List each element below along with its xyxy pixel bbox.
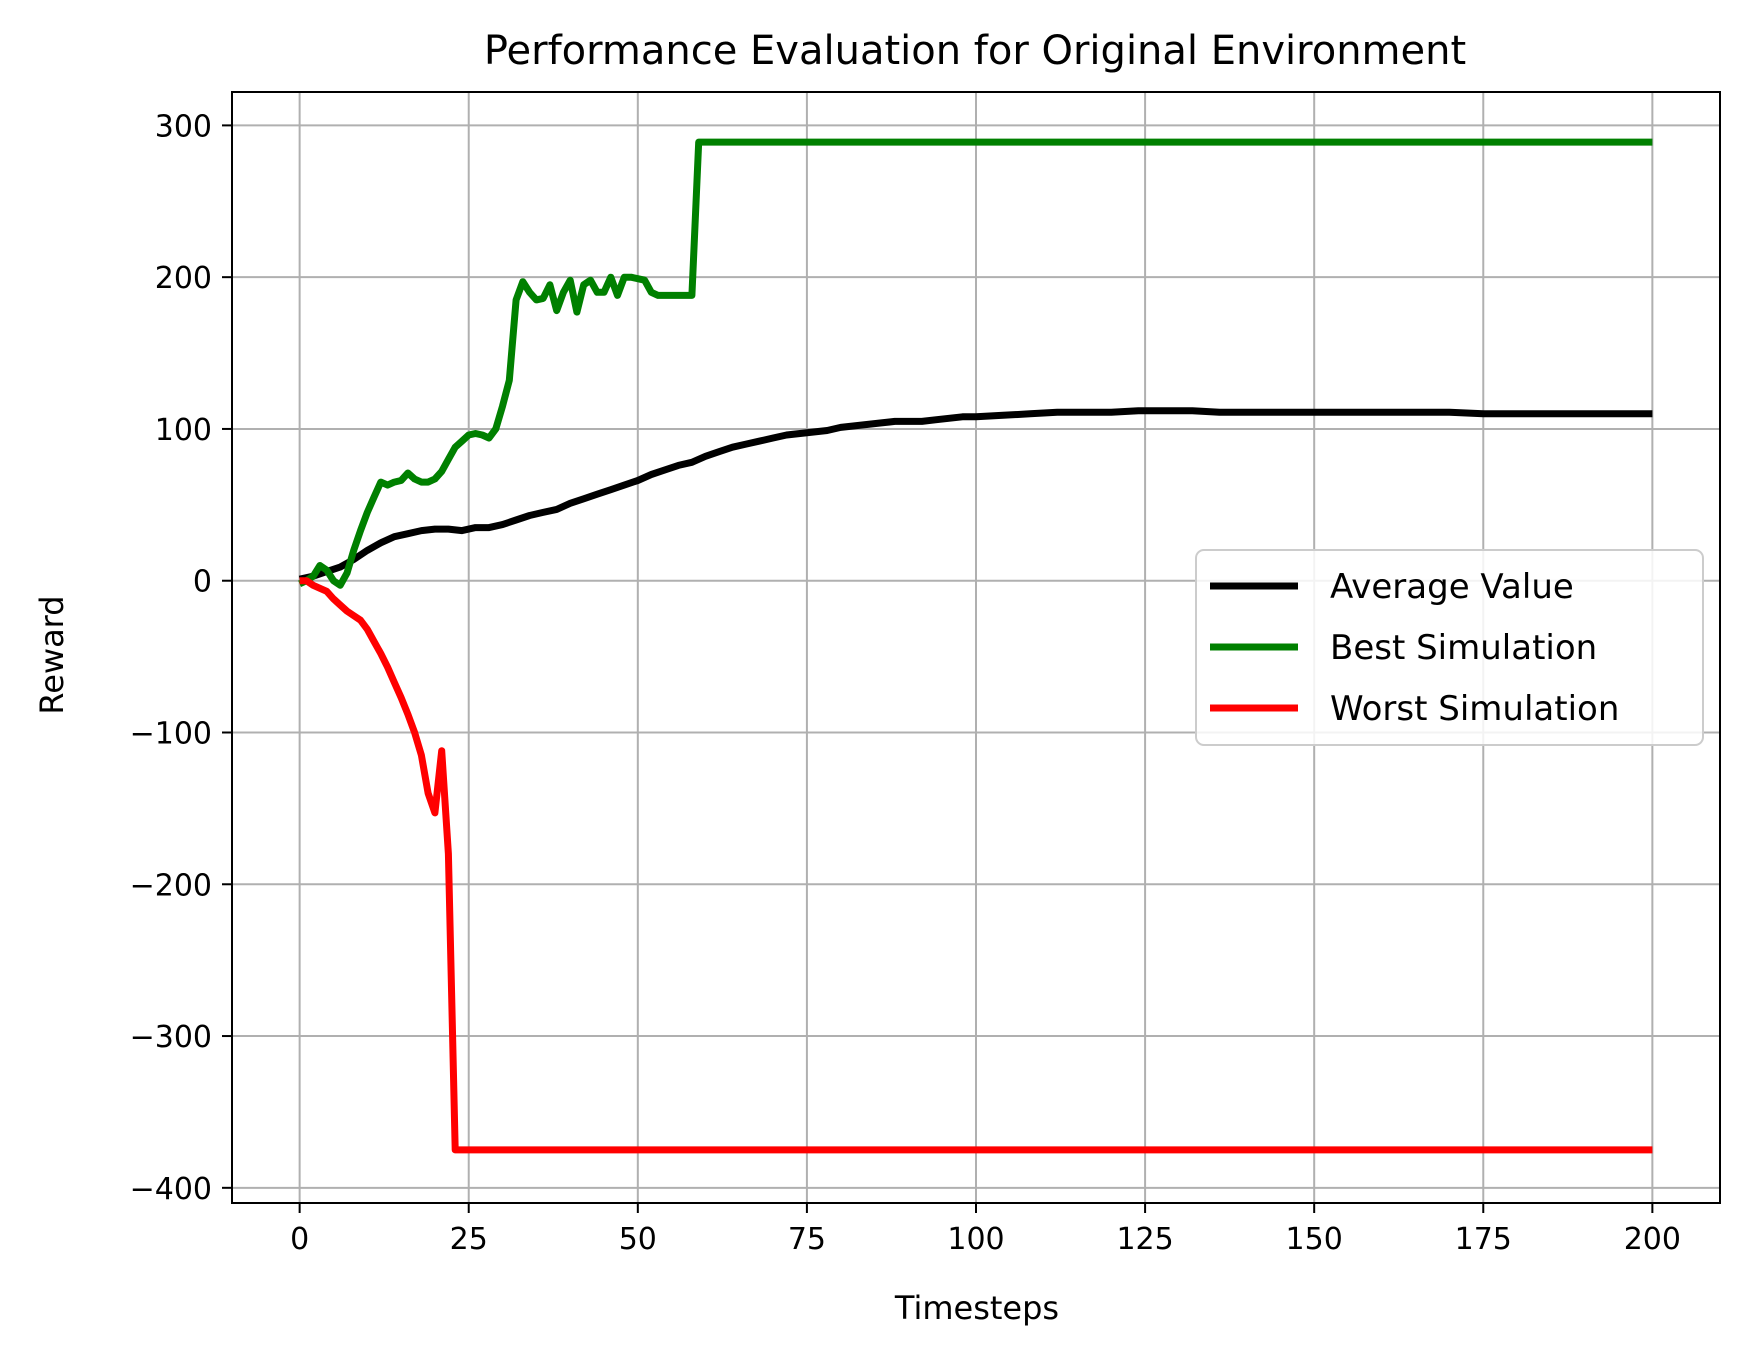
chart-title: Performance Evaluation for Original Envi… xyxy=(484,28,1466,74)
series-line-best-simulation xyxy=(298,138,1653,589)
y-tick-label: 200 xyxy=(155,261,212,296)
x-tick-label: 25 xyxy=(450,1222,488,1257)
y-tick-label: −200 xyxy=(130,868,212,903)
axis-ticks: 0 25 50 75 100 125 150 175 200 −400 −300 −200 −100 0 1… xyxy=(130,109,1681,1257)
legend-label: Worst Simulation xyxy=(1330,689,1619,729)
y-tick-label: 0 xyxy=(193,565,212,600)
y-tick-label: 300 xyxy=(155,109,212,144)
x-axis-label: Timesteps xyxy=(894,1289,1059,1327)
x-tick-label: 125 xyxy=(1116,1222,1173,1257)
y-tick-label: −100 xyxy=(130,716,212,751)
legend: Average Value Best Simulation Worst Simula… xyxy=(1195,549,1704,746)
legend-box xyxy=(1195,549,1704,746)
series-line-worst-simulation xyxy=(299,577,1653,1154)
x-tick-label: 100 xyxy=(947,1222,1004,1257)
x-tick-label: 200 xyxy=(1624,1222,1681,1257)
x-tick-label: 0 xyxy=(290,1222,309,1257)
y-tick-label: 100 xyxy=(155,413,212,448)
legend-label: Average Value xyxy=(1330,567,1574,607)
series-line-average-value xyxy=(298,407,1653,583)
x-tick-label: 175 xyxy=(1455,1222,1512,1257)
legend-label: Best Simulation xyxy=(1330,628,1597,668)
x-tick-label: 50 xyxy=(619,1222,657,1257)
y-tick-label: −300 xyxy=(130,1020,212,1055)
x-tick-label: 75 xyxy=(788,1222,826,1257)
series-lines xyxy=(298,138,1653,1154)
x-tick-label: 150 xyxy=(1286,1222,1343,1257)
y-axis-label: Reward xyxy=(33,595,71,714)
y-tick-label: −400 xyxy=(130,1172,212,1207)
